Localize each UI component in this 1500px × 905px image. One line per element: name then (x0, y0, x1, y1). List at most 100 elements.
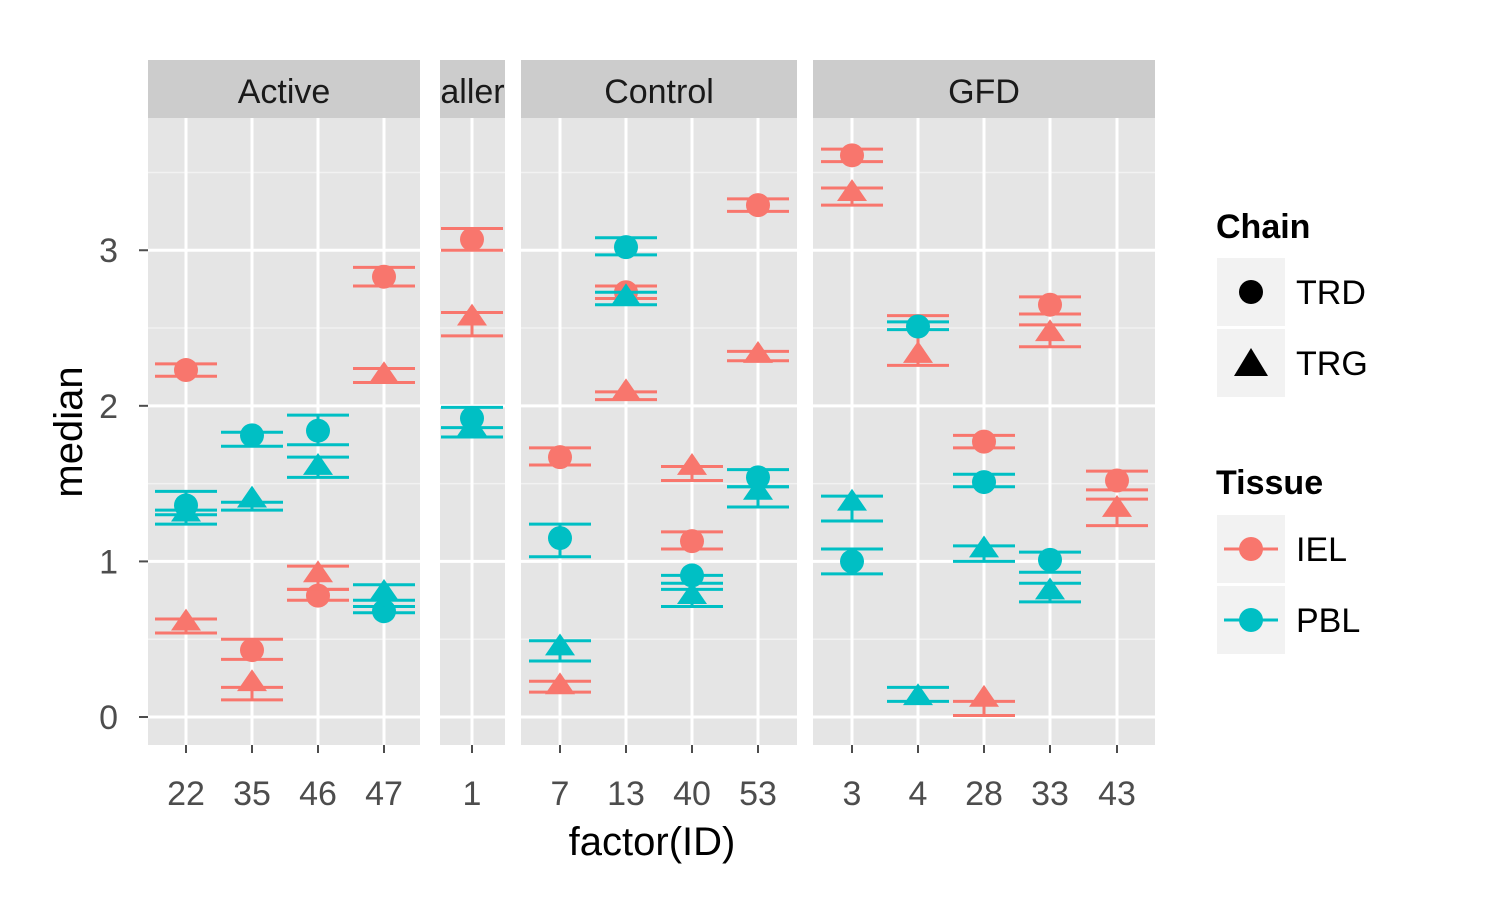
data-point-circle (372, 264, 396, 289)
data-point-circle (746, 465, 770, 490)
data-point-triangle (1102, 495, 1132, 517)
data-point-triangle (969, 535, 999, 558)
x-tick-label: 40 (673, 775, 711, 813)
data-point-triangle (903, 340, 933, 363)
data-point-triangle (171, 499, 201, 522)
x-axis-title: factor(ID) (569, 820, 736, 864)
legend-pbl-circle-icon (1239, 608, 1263, 632)
legend-tissue: Tissue IEL PBL (1216, 464, 1360, 654)
data-point-triangle (171, 608, 201, 631)
y-axis-title: median (47, 366, 91, 497)
data-point-triangle (903, 683, 933, 706)
facet-strip-label: Control (604, 73, 714, 111)
facet-strip (521, 60, 797, 118)
data-point-triangle (677, 453, 707, 475)
data-point-circle (680, 563, 704, 588)
legend-trg-triangle-icon (1234, 348, 1268, 376)
data-point-triangle (969, 684, 999, 707)
data-point-circle (906, 314, 930, 339)
x-tick-label: 7 (551, 775, 570, 813)
data-point-circle (548, 526, 572, 551)
data-point-circle (840, 549, 864, 574)
data-point-circle (972, 470, 996, 495)
facet-strip (148, 60, 420, 118)
data-point-circle (614, 235, 638, 260)
series-iel-trd (155, 143, 1148, 663)
x-tick-label: 35 (233, 775, 271, 813)
legend-tissue-title: Tissue (1216, 464, 1323, 502)
legend-label-pbl: PBL (1296, 602, 1360, 640)
y-tick-label: 0 (99, 699, 118, 737)
data-point-circle (680, 529, 704, 554)
facet-strip-label: Active (238, 73, 331, 111)
facet-panel-active: Active 22 35 46 47 (148, 60, 420, 813)
facet-panel-control: Control 7 13 40 53 (521, 60, 797, 813)
facet-strip (813, 60, 1155, 118)
x-tick-label: 43 (1098, 775, 1136, 813)
x-tick-label: 13 (607, 775, 645, 813)
facet-strip-label: aller (440, 73, 504, 111)
series-iel-trg (155, 179, 1148, 717)
data-point-triangle (303, 560, 333, 583)
x-tick-label: 4 (909, 775, 928, 813)
x-tick-label: 3 (843, 775, 862, 813)
data-point-triangle (545, 672, 575, 695)
x-tick-label: 22 (167, 775, 205, 813)
data-point-triangle (677, 582, 707, 605)
data-point-circle (240, 423, 264, 448)
facet-strip-label: GFD (948, 73, 1020, 111)
data-point-triangle (369, 579, 399, 601)
panels: Active 22 35 46 47 aller 1 Control 7 13 40 53 GFD 3 4 2… (148, 60, 1155, 813)
data-point-triangle (237, 669, 267, 692)
legend-label-trg: TRG (1296, 345, 1368, 383)
x-tick-label: 33 (1031, 775, 1069, 813)
y-tick-label: 3 (99, 232, 118, 270)
data-point-circle (746, 193, 770, 218)
data-point-triangle (837, 179, 867, 202)
data-point-triangle (611, 283, 641, 306)
data-point-circle (1038, 292, 1062, 317)
data-point-triangle (545, 633, 575, 656)
legend-label-trd: TRD (1296, 274, 1366, 312)
facet-strip (440, 60, 505, 118)
data-point-triangle (743, 477, 773, 500)
data-point-triangle (743, 340, 773, 363)
data-point-triangle (1035, 319, 1065, 342)
y-tick-label: 1 (99, 543, 118, 581)
data-point-triangle (303, 453, 333, 475)
data-point-triangle (457, 303, 487, 326)
data-point-triangle (1035, 577, 1065, 600)
x-tick-label: 46 (299, 775, 337, 813)
y-tick-label: 2 (99, 388, 118, 426)
legend-trd-circle-icon (1239, 280, 1263, 304)
y-axis: 0 1 2 3 (99, 232, 148, 737)
x-tick-label: 1 (463, 775, 482, 813)
data-point-triangle (369, 361, 399, 384)
legend-label-iel: IEL (1296, 531, 1347, 569)
data-point-circle (1038, 547, 1062, 572)
data-point-circle (460, 227, 484, 252)
series-pbl-trg (155, 283, 1081, 706)
data-point-triangle (611, 378, 641, 401)
data-point-triangle (457, 414, 487, 436)
legend-iel-circle-icon (1239, 537, 1263, 561)
data-point-triangle (837, 488, 867, 511)
legend-chain: Chain TRD TRG (1216, 208, 1368, 397)
data-point-circle (174, 358, 198, 383)
data-marks (155, 143, 1148, 717)
series-pbl-trd (155, 235, 1081, 624)
data-point-circle (240, 638, 264, 663)
data-point-circle (1105, 468, 1129, 493)
data-point-circle (548, 445, 572, 470)
x-tick-label: 28 (965, 775, 1003, 813)
data-point-circle (840, 143, 864, 168)
data-point-circle (306, 418, 330, 443)
panel-background (148, 118, 420, 745)
legend-chain-title: Chain (1216, 208, 1310, 246)
data-point-triangle (237, 485, 267, 508)
x-tick-label: 47 (365, 775, 403, 813)
data-point-circle (972, 429, 996, 454)
x-tick-label: 53 (739, 775, 777, 813)
